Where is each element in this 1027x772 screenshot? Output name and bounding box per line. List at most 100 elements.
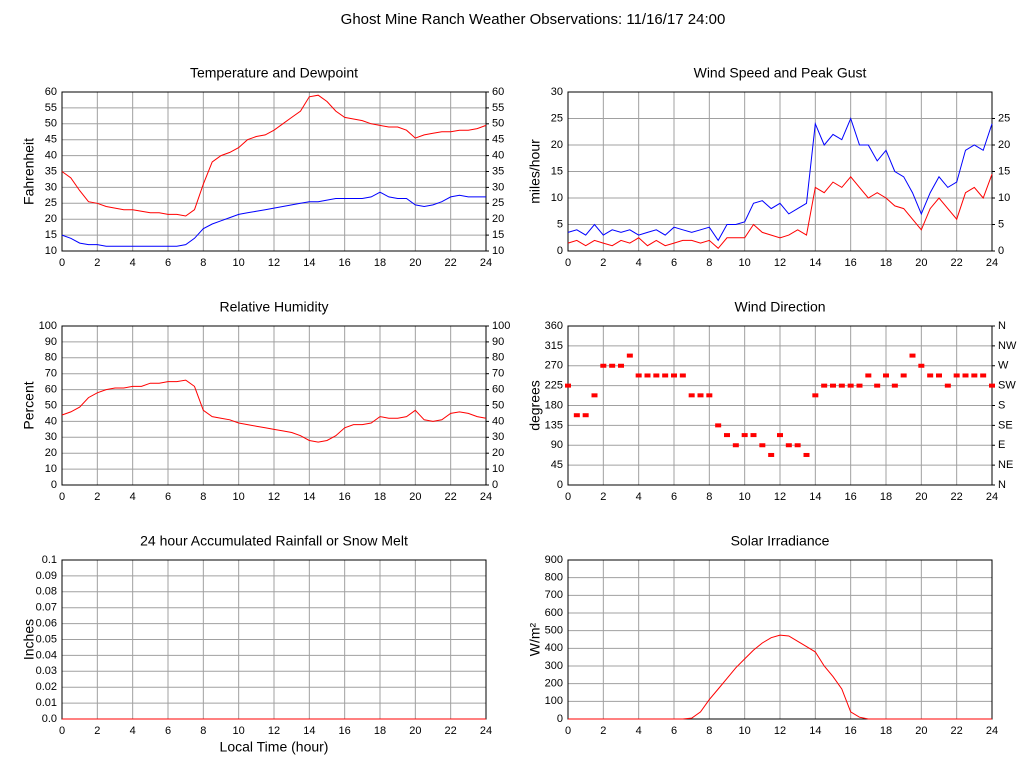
x-tick-label: 8 [200, 725, 206, 737]
x-tick-label: 10 [233, 491, 245, 503]
y-tick-label: 0 [557, 713, 563, 725]
x-tick-label: 4 [130, 257, 136, 269]
y-axis-label: degrees [527, 380, 543, 431]
y-tick-label: 0.0 [42, 713, 57, 725]
scatter-point [785, 443, 792, 448]
y2-tick-label: 25 [492, 197, 504, 209]
scatter-point [750, 433, 757, 438]
y-tick-label: 0.02 [36, 681, 57, 693]
scatter-point [856, 383, 863, 388]
x-tick-label: 18 [374, 725, 386, 737]
y2-tick-label: 60 [492, 86, 504, 98]
scatter-point [971, 373, 978, 378]
scatter-point [953, 373, 960, 378]
y2-tick-label: S [998, 399, 1005, 411]
x-tick-label: 6 [165, 725, 171, 737]
series-line [61, 191, 486, 247]
scatter-point [865, 373, 872, 378]
y-tick-label: 20 [45, 213, 57, 225]
x-tick-label: 14 [303, 257, 315, 269]
x-tick-label: 24 [480, 491, 492, 503]
y2-tick-label: 35 [492, 165, 504, 177]
x-tick-label: 8 [200, 491, 206, 503]
y2-tick-label: 50 [492, 118, 504, 130]
y-tick-label: 135 [545, 419, 563, 431]
y-tick-label: 45 [551, 459, 563, 471]
y-tick-label: 0.01 [36, 697, 57, 709]
x-tick-label: 4 [636, 491, 642, 503]
x-tick-label: 6 [165, 491, 171, 503]
subplot-title: Wind Speed and Peak Gust [694, 65, 867, 81]
x-tick-label: 20 [915, 725, 927, 737]
x-tick-label: 14 [809, 725, 821, 737]
y-tick-label: 15 [45, 229, 57, 241]
x-tick-label: 0 [59, 257, 65, 269]
y2-tick-label: 45 [492, 134, 504, 146]
y-tick-label: 0.03 [36, 665, 57, 677]
y-tick-label: 80 [45, 352, 57, 364]
x-tick-label: 0 [565, 491, 571, 503]
y-tick-label: 40 [45, 150, 57, 162]
y2-tick-label: 100 [492, 320, 510, 332]
x-tick-label: 20 [409, 725, 421, 737]
y-tick-label: 10 [45, 463, 57, 475]
y2-tick-label: 25 [998, 112, 1010, 124]
y2-tick-label: 10 [492, 463, 504, 475]
y-tick-label: 5 [557, 218, 563, 230]
x-tick-label: 20 [915, 257, 927, 269]
scatter-point [962, 373, 969, 378]
x-tick-label: 24 [986, 725, 998, 737]
x-tick-label: 22 [445, 257, 457, 269]
x-tick-label: 12 [774, 725, 786, 737]
x-tick-label: 16 [339, 257, 351, 269]
scatter-point [697, 393, 704, 398]
y-tick-label: 30 [45, 431, 57, 443]
scatter-point [874, 383, 881, 388]
x-tick-label: 4 [636, 257, 642, 269]
x-tick-label: 12 [268, 491, 280, 503]
x-tick-label: 12 [268, 725, 280, 737]
x-tick-label: 22 [445, 491, 457, 503]
y-tick-label: 30 [45, 181, 57, 193]
x-tick-label: 16 [339, 725, 351, 737]
y-tick-label: 225 [545, 380, 563, 392]
subplot-title: Wind Direction [734, 299, 825, 315]
scatter-point [759, 443, 766, 448]
x-tick-label: 14 [809, 491, 821, 503]
plot-frame [567, 559, 993, 720]
y-tick-label: 10 [551, 192, 563, 204]
y-tick-label: 90 [551, 439, 563, 451]
scatter-point [803, 452, 810, 457]
scatter-point [724, 433, 730, 438]
x-tick-label: 10 [233, 257, 245, 269]
y-tick-label: 20 [45, 447, 57, 459]
x-tick-label: 24 [480, 257, 492, 269]
scatter-point [821, 383, 828, 388]
y-tick-label: 55 [45, 102, 57, 114]
y-tick-label: 100 [545, 695, 563, 707]
y2-tick-label: 0 [492, 479, 498, 491]
scatter-point [582, 413, 589, 418]
series-line [61, 94, 487, 217]
y2-tick-label: N [998, 479, 1006, 491]
y2-tick-label: 80 [492, 352, 504, 364]
series-line [61, 379, 487, 443]
plot-frame [567, 91, 993, 252]
y2-tick-label: 5 [998, 218, 1004, 230]
y2-tick-label: 0 [998, 245, 1004, 257]
y-tick-label: 10 [45, 245, 57, 257]
y-axis-label: Percent [21, 381, 37, 429]
y-tick-label: 60 [45, 86, 57, 98]
series-line [568, 634, 992, 720]
x-tick-label: 6 [671, 491, 677, 503]
scatter-point [944, 383, 951, 388]
y2-tick-label: SE [998, 419, 1013, 431]
x-tick-label: 0 [565, 725, 571, 737]
y-tick-label: 35 [45, 165, 57, 177]
scatter-point [741, 433, 748, 438]
y-tick-label: 200 [545, 678, 563, 690]
y-tick-label: 300 [545, 660, 563, 672]
y-tick-label: 50 [45, 399, 57, 411]
y2-tick-label: E [998, 439, 1005, 451]
y-axis-label: miles/hour [527, 139, 543, 204]
